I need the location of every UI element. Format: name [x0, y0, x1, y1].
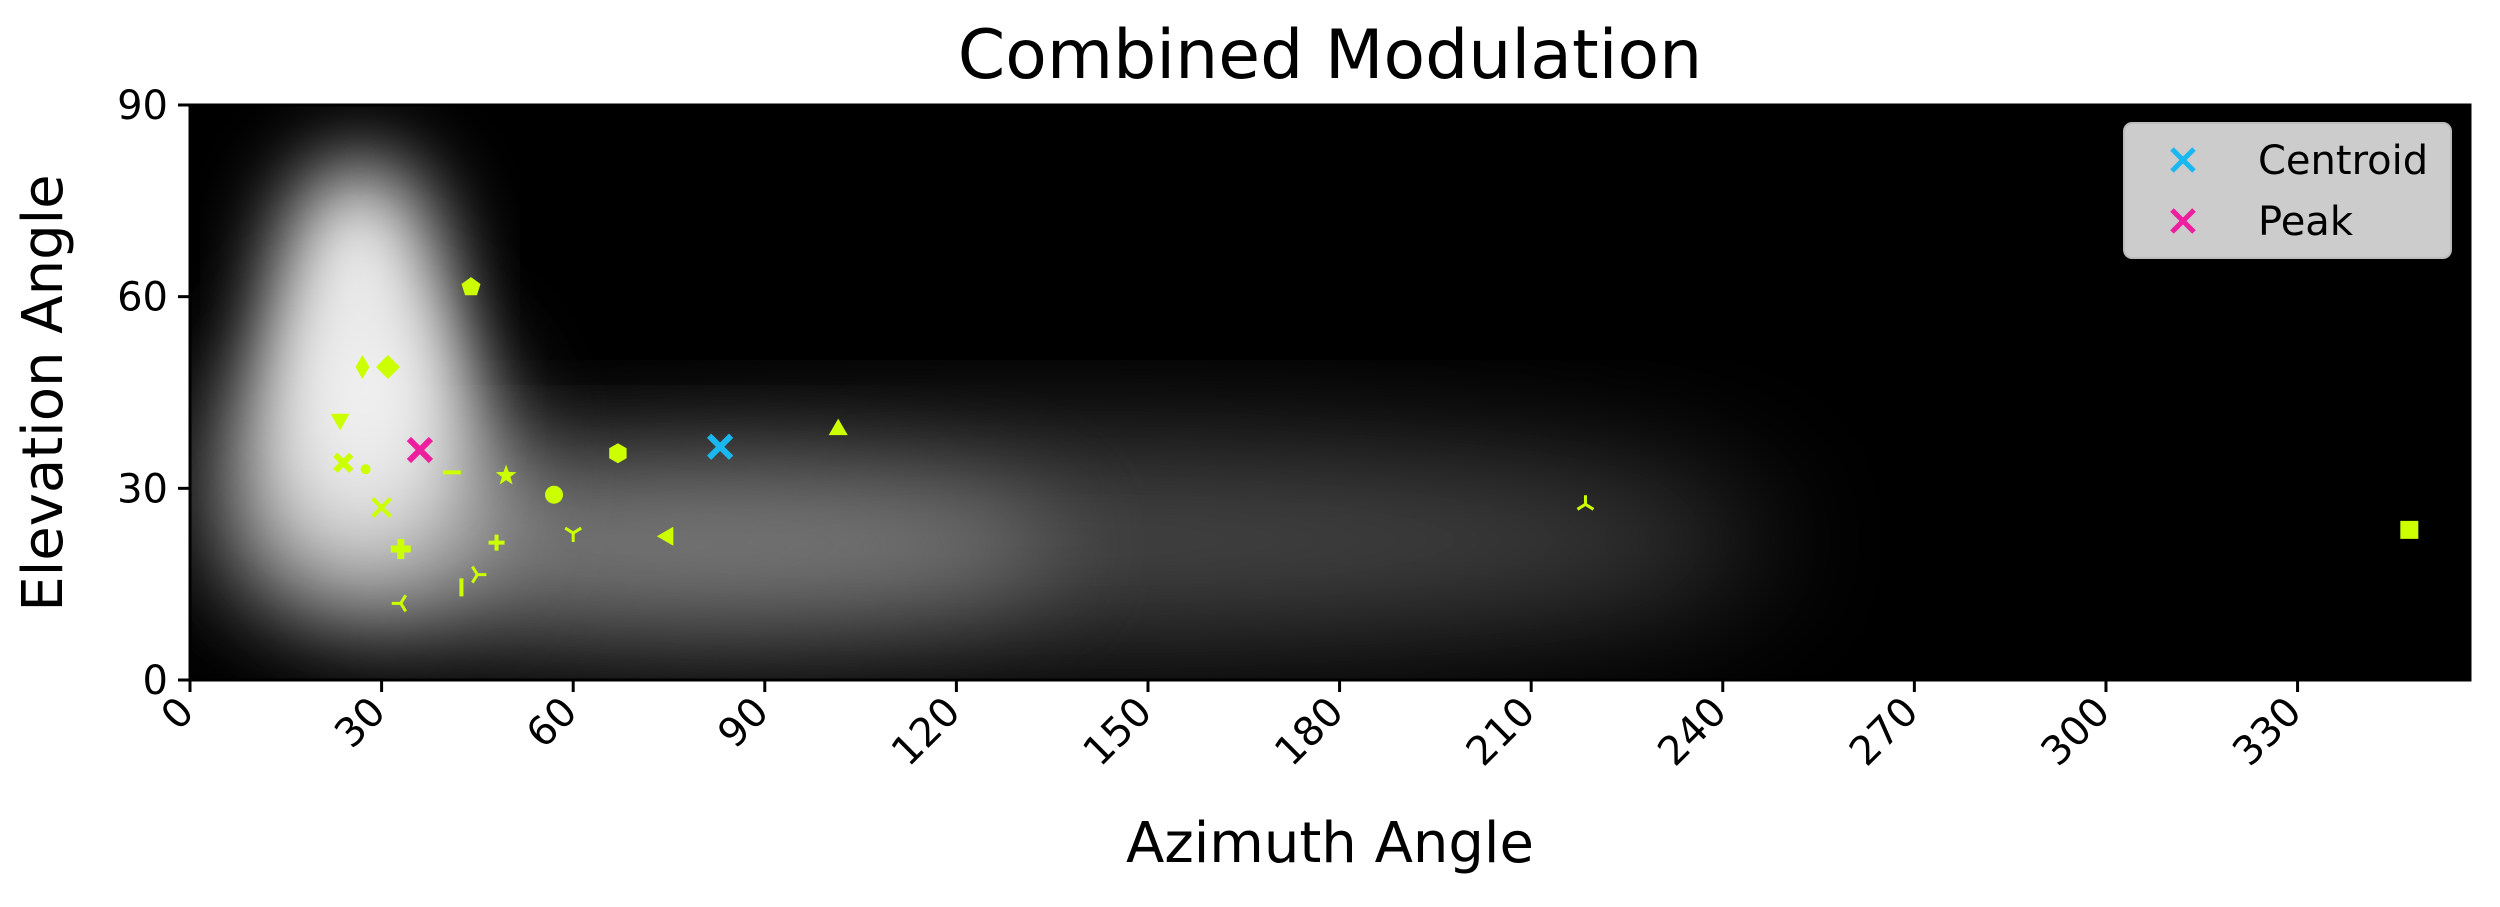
y-tick-label: 0	[143, 658, 168, 704]
x-tick-label: 90	[709, 689, 778, 758]
x-tick-label: 210	[1458, 689, 1545, 776]
x-tick-label: 60	[518, 689, 587, 758]
data-point-tri-left	[391, 594, 408, 613]
data-point-triangle-down	[330, 413, 350, 431]
data-point-pentagon	[461, 277, 481, 296]
x-tick-label: 330	[2224, 689, 2311, 776]
legend-marker-peak	[2170, 208, 2196, 234]
y-tick-label: 30	[117, 466, 168, 512]
data-point-triangle-left	[656, 526, 674, 546]
data-point-diamond	[375, 354, 400, 379]
legend-label-centroid: Centroid	[2258, 138, 2428, 184]
x-tick-label: 300	[2033, 689, 2120, 776]
x-tick-label: 180	[1266, 689, 1353, 776]
x-tick-label: 30	[326, 689, 395, 758]
data-point-thin-diamond	[355, 354, 370, 379]
data-point-circle	[545, 485, 564, 504]
chart-title: Combined Modulation	[958, 16, 1702, 95]
legend-box	[2123, 122, 2452, 259]
x-tick-label: 120	[883, 689, 970, 776]
data-point-tri-right	[471, 565, 487, 584]
data-point-tri-up	[1576, 495, 1595, 511]
x-tick-label: 150	[1075, 689, 1162, 776]
y-tick-label: 60	[117, 275, 168, 321]
data-point-square	[2400, 520, 2419, 539]
y-axis-label: Elevation Angle	[11, 174, 76, 611]
data-point-point	[360, 464, 371, 475]
x-tick-label: 240	[1649, 689, 1736, 776]
legend-marker-centroid	[2170, 147, 2196, 173]
y-axis: 0 30 60 90	[117, 83, 190, 704]
centroid-marker	[706, 433, 734, 460]
x-axis-label: Azimuth Angle	[1126, 811, 1534, 876]
data-point-hexagon	[609, 443, 627, 464]
special-markers	[406, 433, 734, 464]
data-point-star	[495, 464, 517, 485]
data-point-plus-filled	[390, 539, 411, 560]
data-point-x-filled	[333, 452, 354, 473]
x-tick-label: 270	[1841, 689, 1928, 776]
heatmap	[190, 105, 2470, 680]
data-point-tri-down	[564, 526, 582, 543]
data-points	[330, 277, 2419, 613]
data-point-x	[371, 497, 393, 518]
peak-marker	[406, 436, 434, 464]
legend-label-peak: Peak	[2258, 199, 2354, 245]
plot-frame	[188, 103, 2472, 682]
data-point-triangle-up	[828, 418, 848, 436]
legend: Centroid Peak	[2123, 122, 2452, 259]
x-axis: 0 30 60 90 120 150 180 210 240 270 300 330	[153, 680, 2311, 775]
data-point-plus	[488, 534, 505, 551]
y-tick-label: 90	[117, 83, 168, 129]
